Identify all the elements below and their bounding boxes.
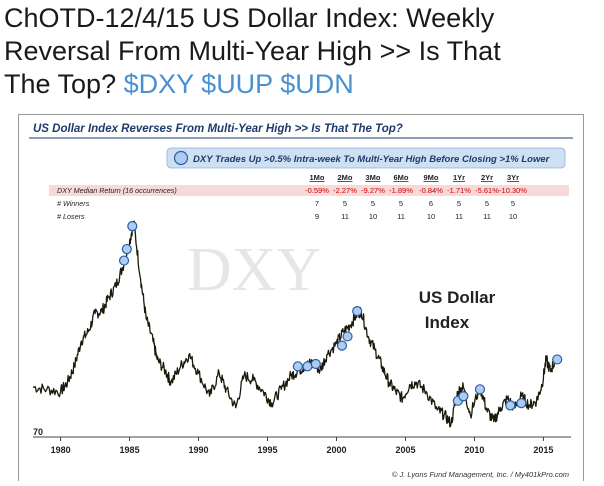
series-label-line-2: Index xyxy=(425,313,470,332)
stats-col-header-1yr: 1Yr xyxy=(453,173,465,182)
stats-table-header-bg xyxy=(166,147,566,169)
stats-cell: 5 xyxy=(343,199,347,208)
headline-line-2: Reversal From Multi-Year High >> Is That xyxy=(4,36,501,66)
reversal-marker-9 xyxy=(352,306,363,317)
reversal-marker-13 xyxy=(505,400,516,411)
headline-line-1: ChOTD-12/4/15 US Dollar Index: Weekly xyxy=(4,3,495,33)
reversal-markers xyxy=(118,220,563,411)
x-tick-label-1990: 1990 xyxy=(189,445,209,455)
stats-table-marker-icon xyxy=(173,150,189,166)
headline-line-3-prefix: The Top? xyxy=(4,69,117,99)
stats-cell: 11 xyxy=(341,212,349,221)
dxy-chart: US Dollar Index Reverses From Multi-Year… xyxy=(29,123,573,479)
reversal-marker-8 xyxy=(342,331,353,342)
reversal-marker-6 xyxy=(310,358,321,370)
reversal-marker-7 xyxy=(336,340,348,351)
stats-col-header-1mo: 1Mo xyxy=(310,173,325,182)
reversal-marker-3 xyxy=(127,220,138,232)
reversal-marker-14 xyxy=(516,398,527,409)
stats-col-header-3yr: 3Yr xyxy=(507,173,519,182)
stats-cell: 11 xyxy=(455,212,463,221)
stats-cell: 5 xyxy=(485,199,489,208)
chart-title: US Dollar Index Reverses From Multi-Year… xyxy=(33,123,403,135)
stats-cell: -0.59% xyxy=(305,186,329,195)
reversal-marker-4 xyxy=(292,361,303,372)
reversal-marker-2 xyxy=(121,243,132,255)
chart-watermark: DXY xyxy=(187,236,321,304)
x-tick-label-2005: 2005 xyxy=(395,445,415,455)
reversal-marker-1 xyxy=(118,255,130,266)
stats-table: DXY Trades Up >0.5% Intra-week To Multi-… xyxy=(49,147,569,221)
x-axis: 1980 1985 1990 1995 2000 2005 2010 2015 xyxy=(33,436,571,455)
ticker-dxy[interactable]: $DXY xyxy=(123,69,194,99)
reversal-marker-15 xyxy=(552,354,563,365)
ticker-uup[interactable]: $UUP xyxy=(201,69,273,99)
x-tick-label-1995: 1995 xyxy=(257,445,277,455)
stats-col-header-9mo: 9Mo xyxy=(424,173,439,182)
post-headline: ChOTD-12/4/15 US Dollar Index: Weekly Re… xyxy=(4,2,600,101)
stats-col-header-6mo: 6Mo xyxy=(394,173,409,182)
stats-col-header-3mo: 3Mo xyxy=(366,173,381,182)
x-tick-label-1985: 1985 xyxy=(120,445,140,455)
series-label-line-1: US Dollar xyxy=(419,288,496,307)
stats-cell: -1.89% xyxy=(389,186,413,195)
stats-row-highlight xyxy=(49,185,569,196)
x-tick-label-1980: 1980 xyxy=(51,445,71,455)
stats-cell: -1.71% xyxy=(447,186,471,195)
stats-cell: -9.27% xyxy=(361,186,385,195)
stats-table-cells: 1Mo 2Mo 3Mo 6Mo 9Mo 1Yr 2Yr 3Yr DXY Median Retur… xyxy=(57,173,527,221)
stats-cell: 5 xyxy=(511,199,515,208)
stats-cell: -2.27% xyxy=(333,186,357,195)
stats-row-label: DXY Median Return (16 occurrences) xyxy=(57,186,177,195)
reversal-marker-5 xyxy=(302,361,313,372)
reversal-marker-12 xyxy=(474,384,486,395)
stats-col-header-2mo: 2Mo xyxy=(338,173,353,182)
stats-row-label: # Losers xyxy=(57,212,85,221)
ticker-tags: $DXY $UUP $UDN xyxy=(124,69,354,99)
stats-cell: 6 xyxy=(429,199,433,208)
stats-cell: 10 xyxy=(509,212,517,221)
x-tick-label-2015: 2015 xyxy=(533,445,553,455)
chart-credit: © J. Lyons Fund Management, Inc. / My401… xyxy=(392,470,569,479)
stats-cell: 7 xyxy=(315,199,319,208)
reversal-marker-11 xyxy=(458,391,469,402)
stats-cell: 11 xyxy=(397,212,405,221)
stats-cell: 5 xyxy=(371,199,375,208)
stats-cell: 11 xyxy=(483,212,491,221)
stats-cell: -5.61% xyxy=(475,186,499,195)
stats-row-label: # Winners xyxy=(57,199,90,208)
stats-cell: 5 xyxy=(399,199,403,208)
x-tick-label-2010: 2010 xyxy=(464,445,484,455)
stats-table-title: DXY Trades Up >0.5% Intra-week To Multi-… xyxy=(193,154,551,165)
stats-col-header-2yr: 2Yr xyxy=(481,173,493,182)
stats-cell: 10 xyxy=(369,212,377,221)
stats-cell: 10 xyxy=(427,212,435,221)
headline-line-3: The Top? $DXY $UUP $UDN xyxy=(4,68,600,101)
stats-cell: -0.84% xyxy=(419,186,443,195)
stats-cell: 5 xyxy=(457,199,461,208)
x-tick-label-2000: 2000 xyxy=(326,445,346,455)
stats-cell: 9 xyxy=(315,212,319,221)
y-tick-label-70: 70 xyxy=(33,427,43,437)
chart-frame: US Dollar Index Reverses From Multi-Year… xyxy=(18,114,584,481)
stats-cell: -10.30% xyxy=(499,186,527,195)
ticker-udn[interactable]: $UDN xyxy=(280,69,354,99)
